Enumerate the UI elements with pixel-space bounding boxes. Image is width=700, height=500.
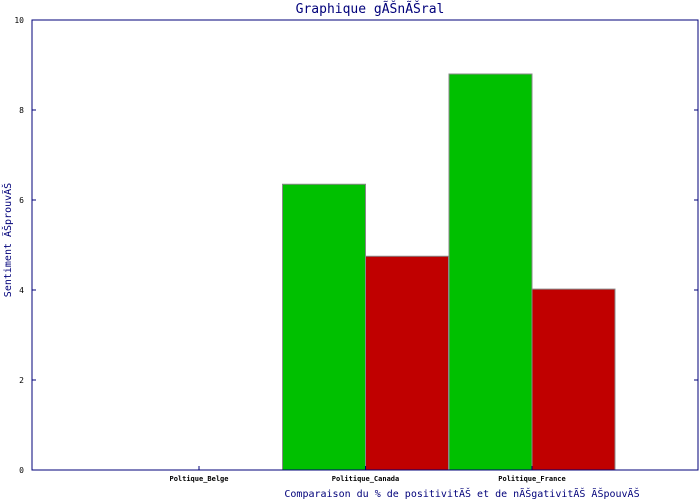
bars-layer xyxy=(282,73,616,471)
bar-Politique_Canada-series-2 xyxy=(365,255,449,471)
plot-frame xyxy=(31,19,699,471)
bar-Politique_France-series-1 xyxy=(448,73,533,471)
bar-Politique_Canada-series-1 xyxy=(282,183,366,471)
y-tick-label: 8 xyxy=(19,106,24,115)
x-tick-label: Politique_France xyxy=(498,475,565,483)
y-tick-label: 2 xyxy=(19,376,24,385)
bar-Politique_France-series-2 xyxy=(531,288,616,471)
x-axis-label: Comparaison du % de positivitÃŠ et de nÃ… xyxy=(284,487,639,500)
y-tick-label: 0 xyxy=(19,466,24,475)
y-tick-label: 6 xyxy=(19,196,24,205)
y-tick-label: 4 xyxy=(19,286,24,295)
x-tick-label: Politique_Canada xyxy=(332,475,399,483)
x-tick-label: Poltique_Belge xyxy=(169,475,228,483)
x-axis-ticks: Poltique_Belge Politique_Canada Politique_… xyxy=(169,466,566,483)
chart-title: Graphique gÃŠnÃŠral xyxy=(296,1,445,17)
y-tick-label: 10 xyxy=(14,16,24,25)
y-axis-label: Sentiment ÃŠprouvÃŠ xyxy=(1,183,14,297)
